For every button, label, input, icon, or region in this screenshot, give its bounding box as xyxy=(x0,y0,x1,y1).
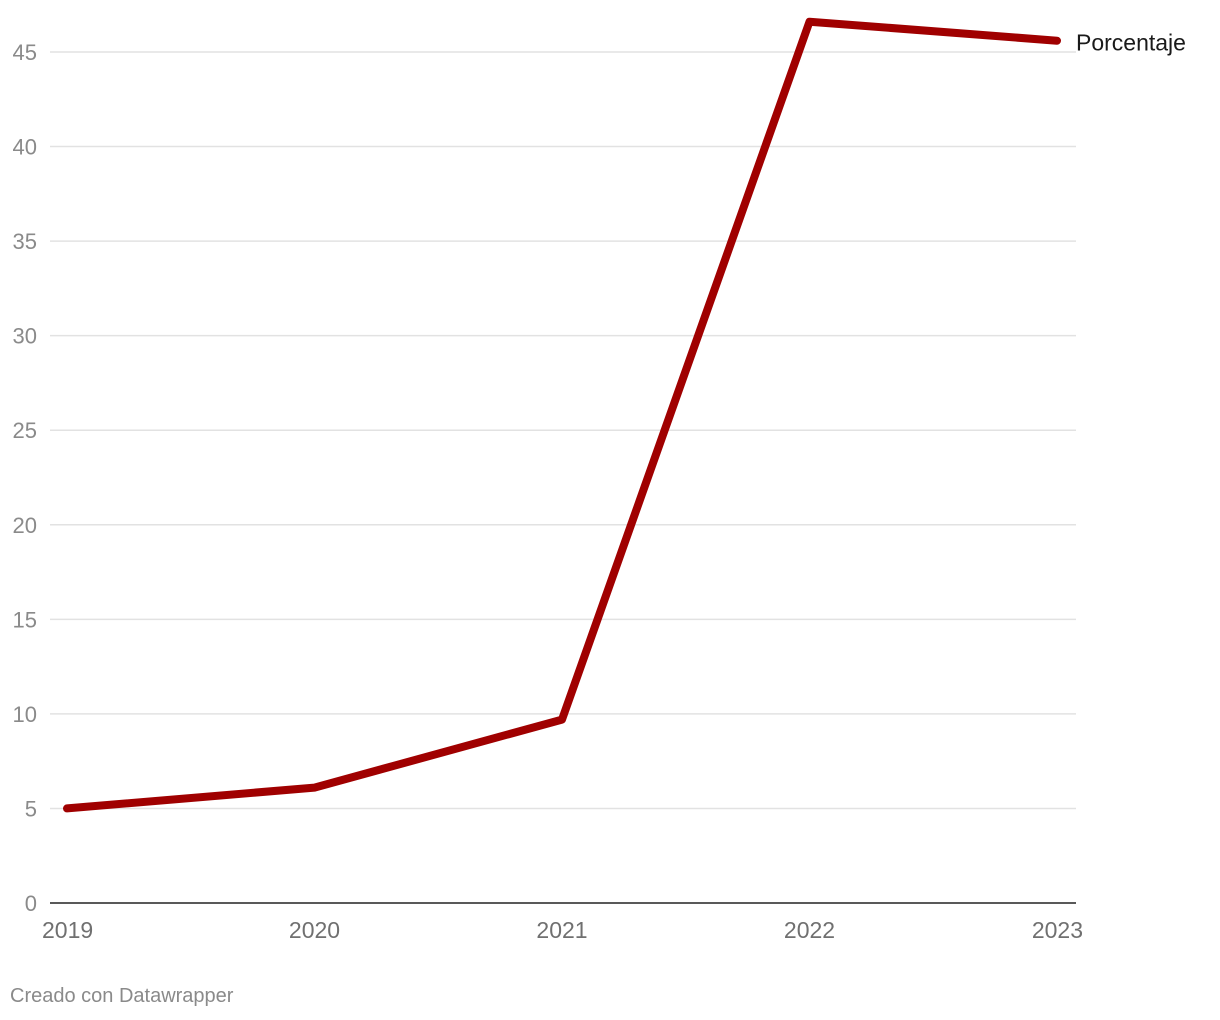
y-tick-label: 35 xyxy=(13,229,37,254)
x-tick-label: 2020 xyxy=(289,917,340,943)
series-line-porcentaje xyxy=(63,17,1061,813)
y-tick-label: 45 xyxy=(13,40,37,65)
y-axis-tick-labels: 0 5 10 15 20 25 30 35 40 45 xyxy=(13,40,37,916)
y-tick-label: 10 xyxy=(13,702,37,727)
y-tick-label: 5 xyxy=(25,796,37,821)
x-axis-tick-labels: 2019 2020 2021 2022 2023 xyxy=(42,917,1083,943)
y-tick-label: 30 xyxy=(13,324,37,349)
series-lines xyxy=(63,17,1061,813)
x-tick-label: 2023 xyxy=(1032,917,1083,943)
x-tick-label: 2019 xyxy=(42,917,93,943)
y-tick-label: 40 xyxy=(13,135,37,160)
x-tick-label: 2022 xyxy=(784,917,835,943)
series-labels: Porcentaje xyxy=(1076,30,1186,56)
x-tick-label: 2021 xyxy=(536,917,587,943)
credit-text: Creado con Datawrapper xyxy=(10,985,234,1007)
y-tick-label: 25 xyxy=(13,418,37,443)
gridlines xyxy=(50,51,1076,810)
y-tick-label: 15 xyxy=(13,607,37,632)
y-tick-label: 0 xyxy=(25,891,37,916)
y-tick-label: 20 xyxy=(13,513,37,538)
series-label: Porcentaje xyxy=(1076,30,1186,56)
